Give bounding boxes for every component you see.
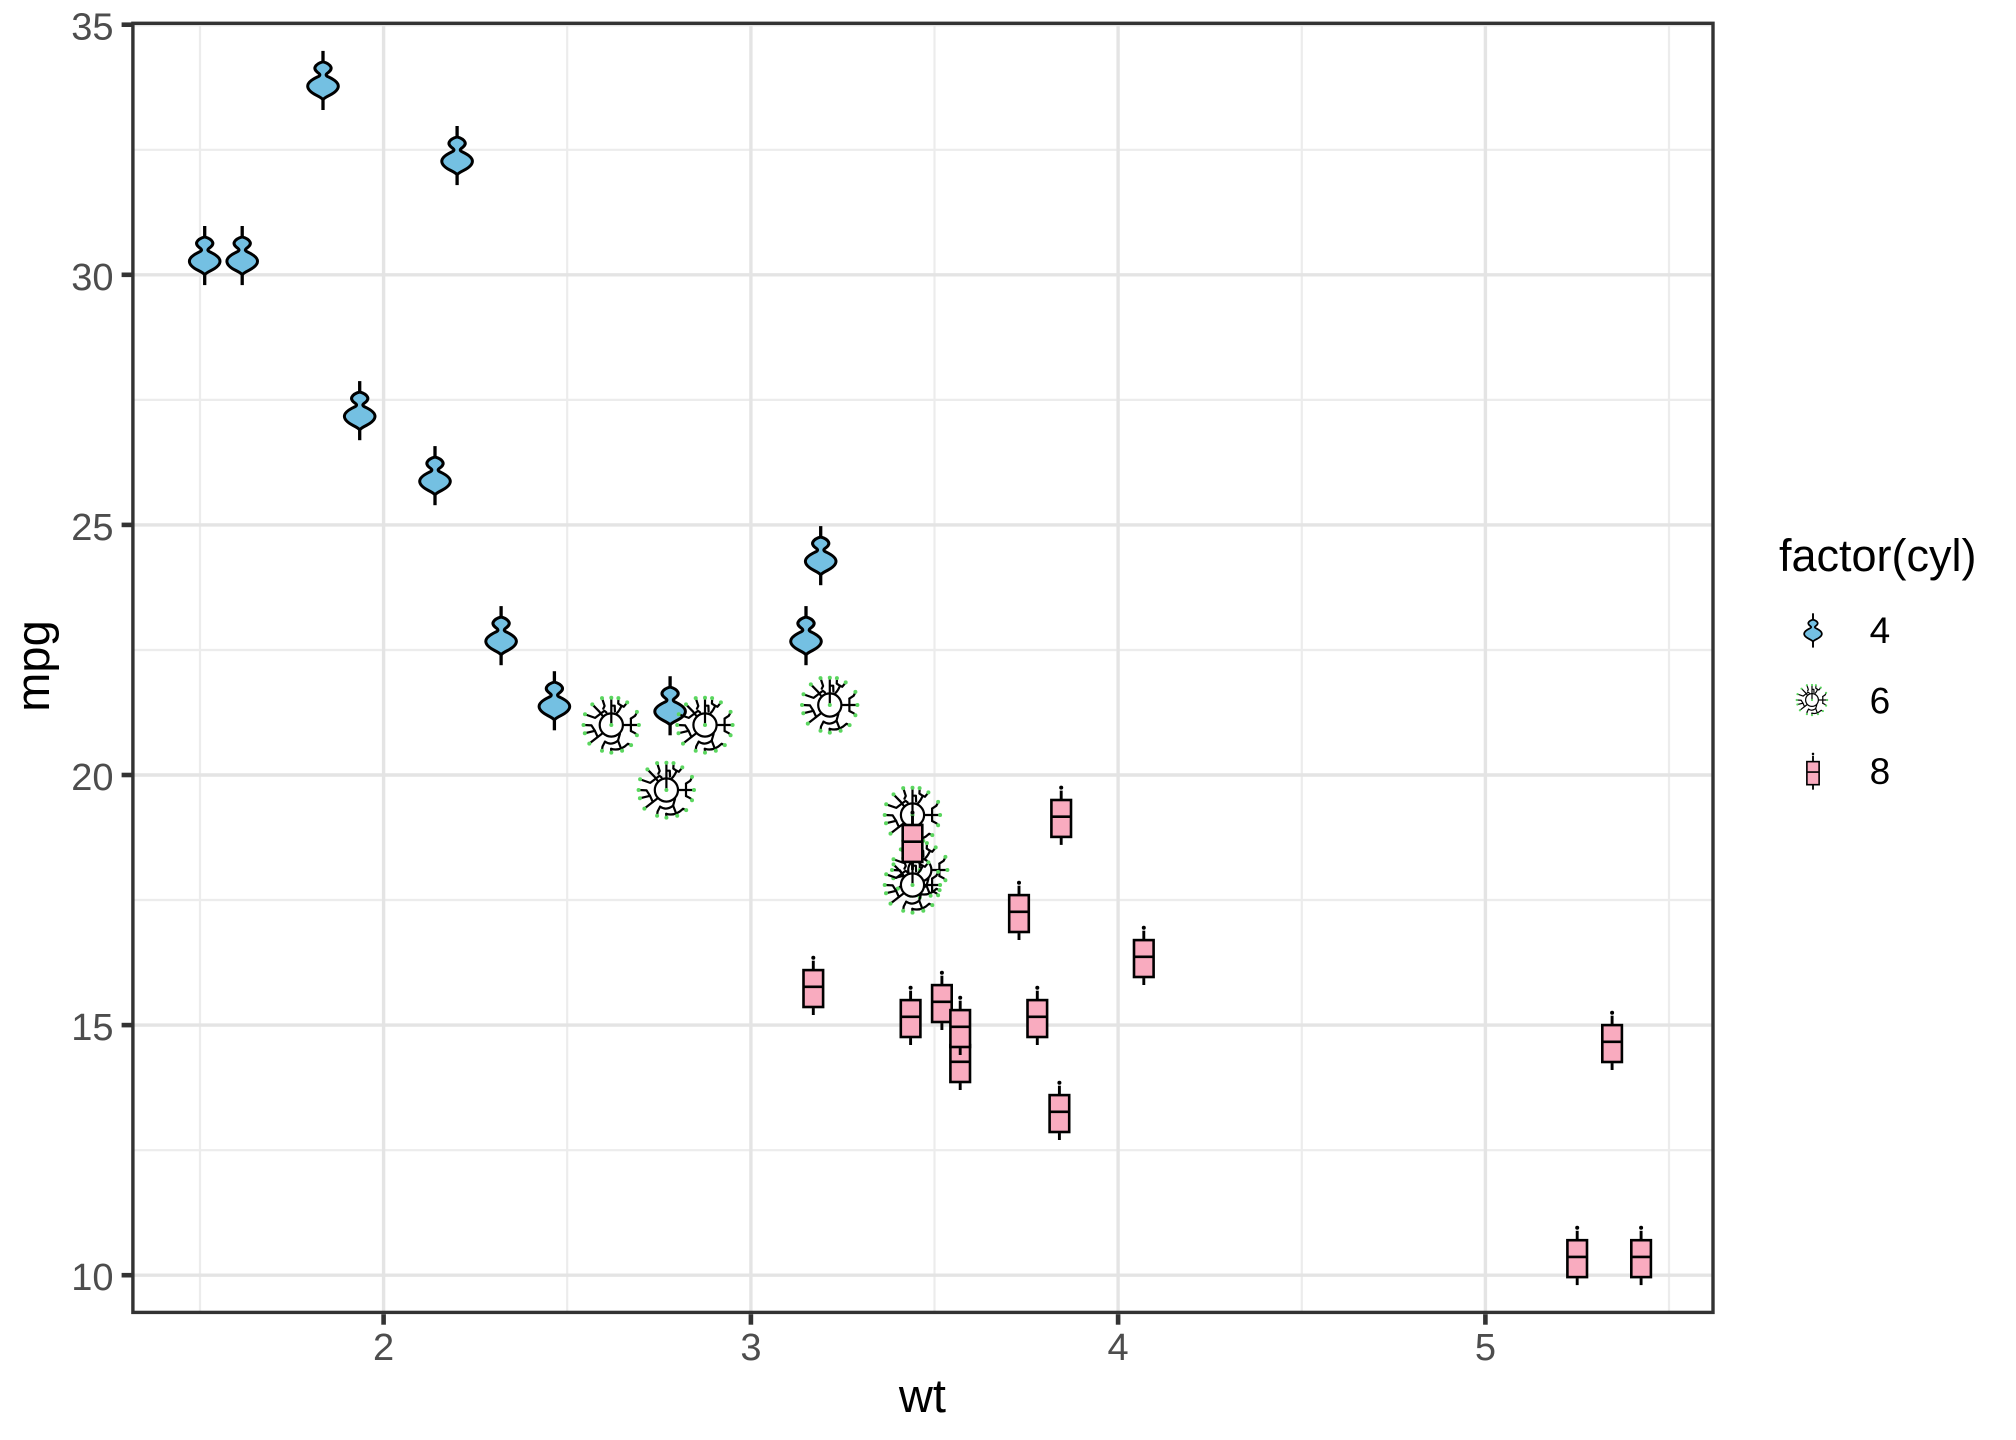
- svg-text:2: 2: [373, 1327, 394, 1369]
- svg-text:wt: wt: [898, 1369, 946, 1422]
- svg-text:5: 5: [1475, 1327, 1496, 1369]
- svg-text:mpg: mpg: [6, 620, 59, 711]
- svg-text:15: 15: [71, 1007, 113, 1049]
- svg-text:4: 4: [1870, 610, 1891, 651]
- svg-text:10: 10: [71, 1257, 113, 1299]
- svg-text:30: 30: [71, 257, 113, 299]
- svg-text:20: 20: [71, 757, 113, 799]
- svg-text:8: 8: [1870, 751, 1891, 792]
- svg-text:6: 6: [1870, 681, 1891, 722]
- svg-text:4: 4: [1108, 1327, 1129, 1369]
- svg-text:factor(cyl): factor(cyl): [1779, 530, 1977, 581]
- svg-text:35: 35: [71, 7, 113, 49]
- svg-text:25: 25: [71, 507, 113, 549]
- svg-text:3: 3: [740, 1327, 761, 1369]
